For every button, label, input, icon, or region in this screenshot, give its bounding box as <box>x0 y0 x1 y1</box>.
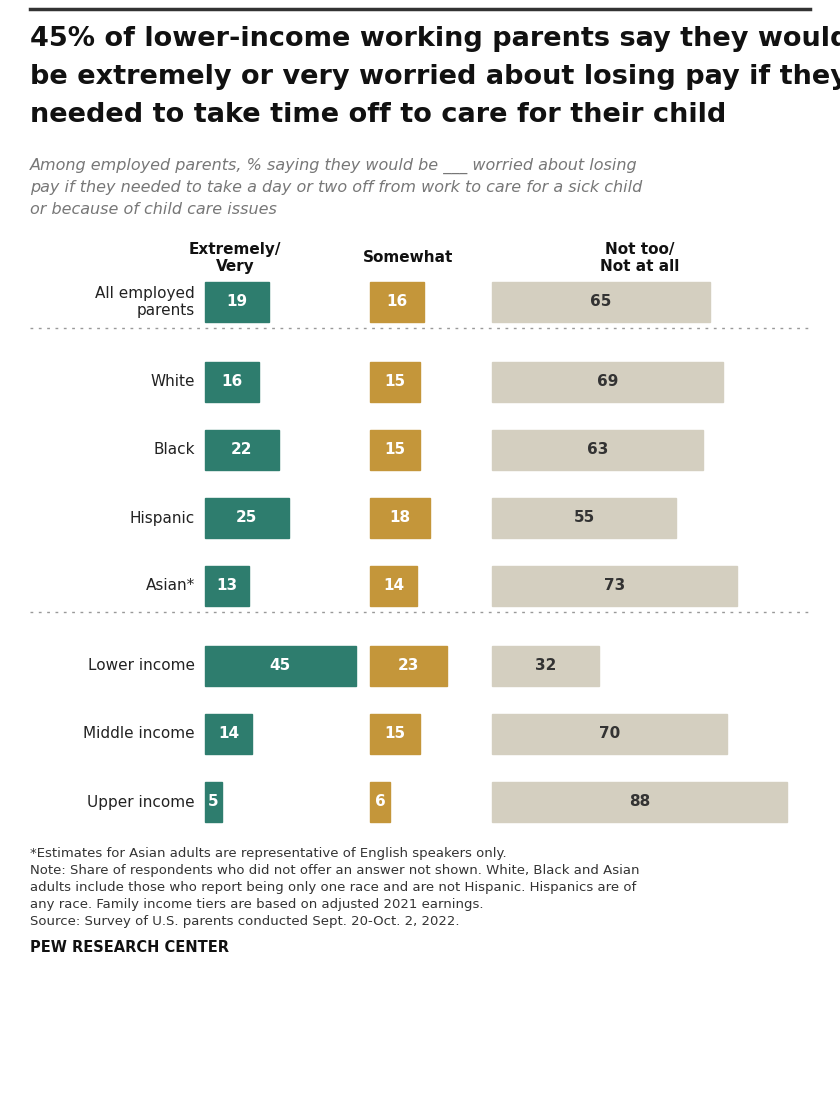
Text: 69: 69 <box>597 375 618 389</box>
Text: Not at all: Not at all <box>601 259 680 275</box>
Text: Among employed parents, % saying they would be ___ worried about losing: Among employed parents, % saying they wo… <box>30 158 638 174</box>
Text: 14: 14 <box>383 578 404 594</box>
Text: 16: 16 <box>221 375 243 389</box>
Text: 14: 14 <box>218 727 239 741</box>
Text: 45: 45 <box>270 658 291 673</box>
Bar <box>370 430 420 470</box>
Text: adults include those who report being only one race and are not Hispanic. Hispan: adults include those who report being on… <box>30 881 636 894</box>
Text: any race. Family income tiers are based on adjusted 2021 earnings.: any race. Family income tiers are based … <box>30 898 484 911</box>
Bar <box>492 430 703 470</box>
Text: Asian*: Asian* <box>146 578 195 594</box>
Text: Upper income: Upper income <box>87 795 195 809</box>
Text: 63: 63 <box>587 443 608 458</box>
Bar <box>205 362 259 402</box>
Bar <box>492 498 676 538</box>
Text: Source: Survey of U.S. parents conducted Sept. 20-Oct. 2, 2022.: Source: Survey of U.S. parents conducted… <box>30 915 459 929</box>
Text: pay if they needed to take a day or two off from work to care for a sick child: pay if they needed to take a day or two … <box>30 180 643 195</box>
Text: 5: 5 <box>208 795 218 809</box>
Bar <box>370 782 390 822</box>
Text: Hispanic: Hispanic <box>129 510 195 526</box>
Text: 15: 15 <box>385 443 406 458</box>
Bar <box>205 566 249 606</box>
Text: be extremely or very worried about losing pay if they: be extremely or very worried about losin… <box>30 64 840 90</box>
Text: PEW RESEARCH CENTER: PEW RESEARCH CENTER <box>30 940 229 955</box>
Text: 45% of lower-income working parents say they would: 45% of lower-income working parents say … <box>30 26 840 52</box>
Text: Middle income: Middle income <box>83 727 195 741</box>
Text: needed to take time off to care for their child: needed to take time off to care for thei… <box>30 102 727 128</box>
Bar <box>370 714 420 754</box>
Bar <box>492 362 723 402</box>
Text: Note: Share of respondents who did not offer an answer not shown. White, Black a: Note: Share of respondents who did not o… <box>30 864 639 877</box>
Text: Lower income: Lower income <box>88 658 195 673</box>
Text: Very: Very <box>216 259 255 275</box>
Text: Not too/: Not too/ <box>606 242 675 257</box>
Text: 16: 16 <box>386 295 407 309</box>
Text: White: White <box>150 375 195 389</box>
Bar <box>205 646 356 686</box>
Bar <box>205 782 222 822</box>
Bar <box>370 362 420 402</box>
Bar <box>370 566 417 606</box>
Text: 25: 25 <box>236 510 258 526</box>
Text: 6: 6 <box>375 795 386 809</box>
Bar <box>205 714 252 754</box>
Text: 32: 32 <box>535 658 556 673</box>
Text: 15: 15 <box>385 375 406 389</box>
Text: 55: 55 <box>574 510 595 526</box>
Bar <box>370 646 447 686</box>
Bar <box>370 498 430 538</box>
Text: 13: 13 <box>216 578 238 594</box>
Text: All employed
parents: All employed parents <box>95 286 195 318</box>
Bar <box>205 430 279 470</box>
Text: 65: 65 <box>591 295 612 309</box>
Text: 22: 22 <box>231 443 253 458</box>
Text: 73: 73 <box>604 578 625 594</box>
Text: or because of child care issues: or because of child care issues <box>30 202 277 217</box>
Text: 18: 18 <box>390 510 411 526</box>
Text: 88: 88 <box>629 795 650 809</box>
Bar <box>205 498 289 538</box>
Bar <box>492 646 599 686</box>
Text: 70: 70 <box>599 727 620 741</box>
Bar <box>492 282 710 323</box>
Text: Black: Black <box>154 443 195 458</box>
Text: 19: 19 <box>226 295 248 309</box>
Bar <box>205 282 269 323</box>
Bar <box>370 282 423 323</box>
Text: Extremely/: Extremely/ <box>189 242 281 257</box>
Text: *Estimates for Asian adults are representative of English speakers only.: *Estimates for Asian adults are represen… <box>30 847 507 860</box>
Text: 15: 15 <box>385 727 406 741</box>
Text: 23: 23 <box>398 658 419 673</box>
Bar <box>492 566 737 606</box>
Bar <box>492 782 787 822</box>
Bar <box>492 714 727 754</box>
Text: Somewhat: Somewhat <box>363 250 454 264</box>
